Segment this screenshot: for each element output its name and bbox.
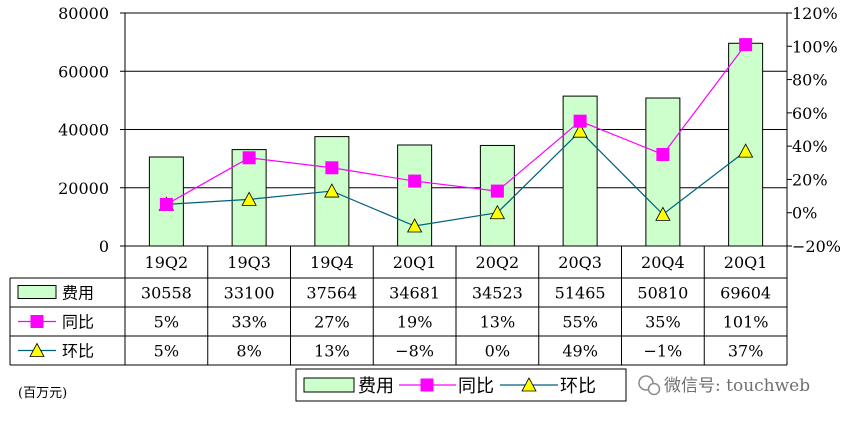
data-label: 13%: [480, 313, 516, 332]
data-label: −1%: [643, 342, 682, 361]
y-right-tick-label: 0%: [792, 204, 817, 223]
legend-label: 费用: [358, 376, 394, 397]
y-left-tick-label: 40000: [58, 121, 109, 140]
data-point-triangle: [406, 218, 423, 233]
data-point-square: [159, 197, 173, 211]
data-point-square: [242, 151, 256, 165]
y-right-tick-label: 80%: [792, 71, 828, 90]
data-label: 34523: [472, 284, 523, 303]
data-point-triangle: [324, 183, 340, 198]
data-point-square: [408, 174, 422, 188]
data-label: 5%: [154, 313, 179, 332]
series-line: [166, 44, 747, 205]
data-point-triangle: [241, 191, 257, 206]
legend-label: 环比: [560, 376, 596, 397]
table-row-label: 同比: [62, 313, 94, 332]
y-right-tick-label: 120%: [792, 4, 838, 23]
y-left-tick-label: 20000: [58, 179, 109, 198]
unit-label: (百万元): [18, 386, 67, 401]
data-point-square: [573, 114, 587, 128]
data-point-triangle: [655, 206, 671, 221]
data-point-triangle: [521, 377, 537, 392]
data-point-square: [325, 161, 339, 175]
x-tick-label: 20Q2: [476, 253, 520, 272]
x-tick-label: 20Q3: [558, 253, 602, 272]
data-label: 33100: [224, 284, 275, 303]
watermark-text: 微信号: touchweb: [664, 376, 810, 396]
data-point-square: [656, 147, 670, 161]
x-tick-label: 20Q1: [724, 253, 768, 272]
x-tick-label: 19Q2: [145, 253, 189, 272]
data-point-triangle: [737, 143, 754, 158]
x-tick-label: 20Q4: [641, 253, 685, 272]
data-label: 5%: [154, 342, 179, 361]
data-label: 50810: [637, 284, 688, 303]
series-line: [166, 130, 746, 227]
data-label: 8%: [236, 342, 261, 361]
y-left-tick-label: 60000: [58, 62, 109, 81]
data-point-triangle: [572, 123, 588, 138]
table-row-label: 环比: [62, 342, 94, 361]
data-label: 0%: [485, 342, 510, 361]
legend-label: 同比: [458, 376, 494, 397]
x-tick-label: 20Q1: [393, 253, 437, 272]
wechat-icon-bubble: [647, 382, 661, 396]
y-right-tick-label: 60%: [792, 104, 828, 123]
table-row-label: 费用: [62, 284, 94, 303]
data-label: 55%: [562, 313, 598, 332]
y-left-tick-label: 0: [99, 237, 109, 256]
data-point-triangle: [489, 204, 506, 220]
y-right-tick-label: −20%: [792, 237, 841, 256]
data-point-triangle: [29, 342, 45, 357]
bar: [645, 97, 681, 247]
data-label: 37564: [306, 284, 357, 303]
data-label: 33%: [231, 313, 267, 332]
data-label: 34681: [389, 284, 440, 303]
data-label: 30558: [141, 284, 192, 303]
x-tick-label: 19Q4: [310, 253, 354, 272]
data-label: 69604: [720, 284, 771, 303]
y-right-tick-label: 100%: [792, 37, 838, 56]
data-label: 35%: [645, 313, 681, 332]
data-label: 19%: [397, 313, 433, 332]
data-label: 13%: [314, 342, 350, 361]
legend-key-bar: [303, 377, 355, 393]
y-right-tick-label: 40%: [792, 137, 828, 156]
data-label: 27%: [314, 313, 350, 332]
data-label: 49%: [562, 342, 598, 361]
y-right-tick-label: 20%: [792, 170, 828, 189]
x-tick-label: 19Q3: [227, 253, 271, 272]
data-label: 101%: [723, 313, 769, 332]
data-point-square: [490, 184, 504, 198]
legend-key-bar: [17, 285, 57, 299]
data-point-square: [420, 378, 434, 392]
data-point-square: [30, 315, 44, 328]
data-label: 51465: [555, 284, 606, 303]
data-label: −8%: [395, 342, 434, 361]
data-label: 37%: [728, 342, 764, 361]
data-point-square: [739, 38, 753, 52]
y-left-tick-label: 80000: [58, 4, 109, 23]
